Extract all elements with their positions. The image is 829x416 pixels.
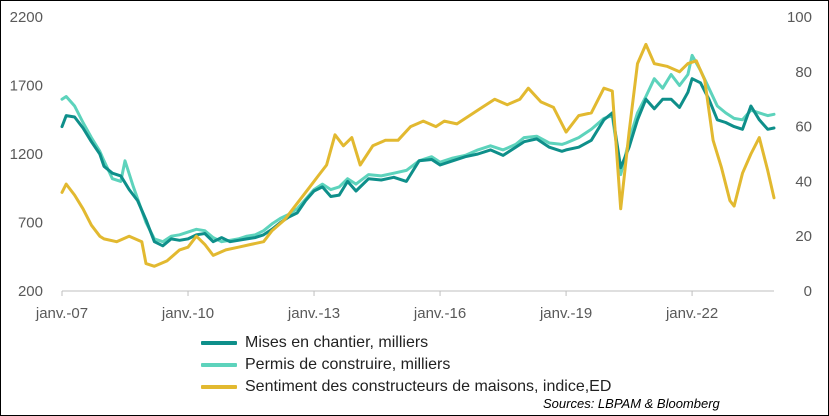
legend-swatch-permis-de-construire [201, 363, 237, 367]
y-left-tick-label: 700 [18, 215, 43, 232]
x-tick-label: janv.-19 [539, 305, 592, 322]
y-right-tick-label: 100 [787, 9, 812, 26]
y-right-tick-label: 80 [795, 64, 812, 81]
legend-swatch-mises-en-chantier [201, 341, 237, 345]
x-tick-label: janv.-22 [665, 305, 718, 322]
legend-item-sentiment-constructeurs: Sentiment des constructeurs de maisons, … [201, 376, 611, 398]
y-left-tick-label: 2200 [10, 9, 43, 26]
legend-label-permis-de-construire: Permis de construire, milliers [245, 356, 451, 373]
y-left-tick-label: 1700 [10, 78, 43, 95]
y-right-tick-label: 40 [795, 173, 812, 190]
y-right-tick-label: 20 [795, 228, 812, 245]
legend-label-sentiment-constructeurs: Sentiment des constructeurs de maisons, … [245, 378, 612, 395]
y-left-tick-label: 1200 [10, 146, 43, 163]
source-note: Sources: LBPAM & Bloomberg [543, 396, 720, 411]
legend-swatch-sentiment-constructeurs [201, 385, 237, 389]
series-line-mises-en-chantier [60, 77, 776, 248]
legend-label-mises-en-chantier: Mises en chantier, milliers [245, 334, 429, 351]
x-tick-label: janv.-13 [287, 305, 340, 322]
series-layer [60, 42, 776, 268]
series-line-sentiment-constructeurs [60, 42, 776, 268]
y-left-tick-label: 200 [18, 283, 43, 300]
y-right-tick-label: 0 [804, 283, 812, 300]
tick-labels-layer: janv.-07 janv.-10 janv.-13 janv.-16 janv.-19… [10, 9, 812, 322]
x-tick-label: janv.-16 [413, 305, 466, 322]
y-right-tick-label: 60 [795, 119, 812, 136]
series-line-permis-de-construire [60, 53, 776, 244]
x-tick-label: janv.-10 [161, 305, 214, 322]
chart-legend: Mises en chantier, milliers Permis de co… [201, 332, 611, 398]
legend-item-permis-de-construire: Permis de construire, milliers [201, 354, 611, 376]
x-tick-label: janv.-07 [35, 305, 88, 322]
axes-layer [61, 290, 774, 296]
legend-item-mises-en-chantier: Mises en chantier, milliers [201, 332, 611, 354]
